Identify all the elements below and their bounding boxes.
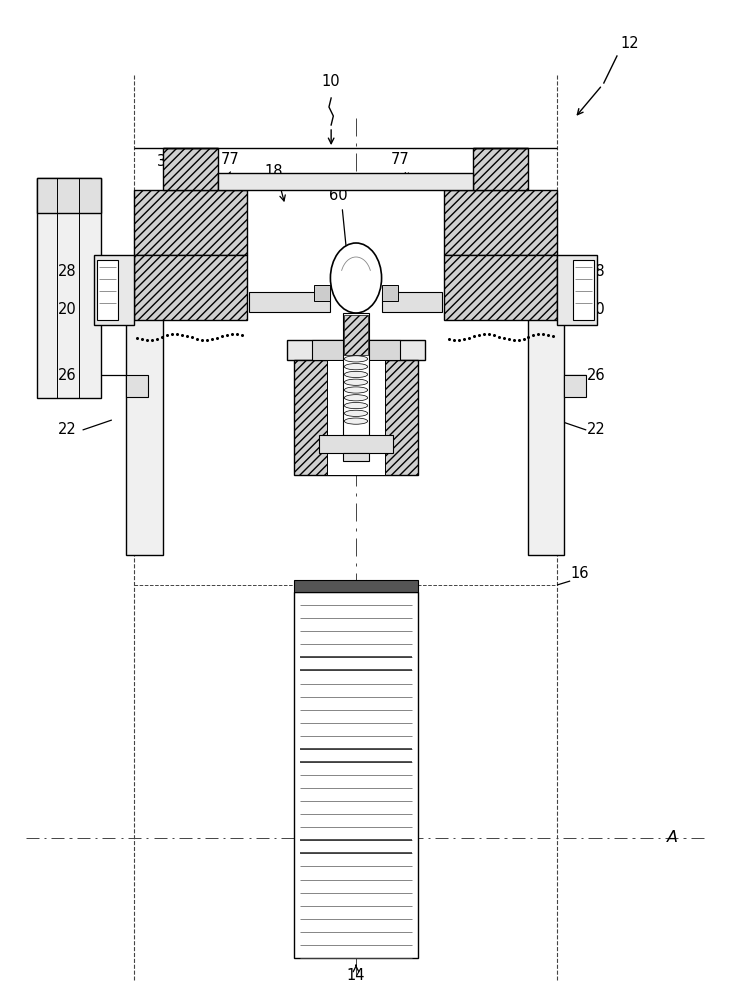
Text: 14: 14 [346, 968, 366, 982]
Bar [37, 178, 101, 398]
Bar [294, 592, 418, 958]
Bar [247, 190, 502, 360]
Bar [319, 435, 393, 453]
Bar [312, 340, 400, 360]
Text: 26: 26 [586, 367, 605, 382]
Bar [564, 375, 586, 397]
Bar [444, 190, 557, 255]
Bar [294, 360, 418, 475]
Text: 32: 32 [474, 180, 493, 196]
Ellipse shape [344, 418, 368, 424]
Bar [37, 178, 101, 213]
Ellipse shape [344, 379, 368, 385]
Ellipse shape [344, 410, 368, 416]
Text: 28: 28 [586, 264, 605, 279]
Bar [249, 292, 330, 312]
Bar [473, 148, 528, 190]
Bar [344, 315, 368, 355]
Ellipse shape [344, 395, 368, 401]
Bar [327, 360, 385, 475]
Text: 22: 22 [58, 422, 77, 438]
Bar [97, 260, 118, 320]
Text: 16: 16 [570, 566, 589, 580]
Text: 60: 60 [329, 188, 348, 202]
Text: 20: 20 [58, 302, 77, 318]
Ellipse shape [344, 402, 368, 409]
Text: 20: 20 [586, 302, 605, 318]
Text: A: A [667, 830, 678, 846]
Bar [163, 148, 218, 190]
Bar [444, 255, 557, 320]
Bar [94, 255, 134, 325]
Ellipse shape [344, 364, 368, 370]
Circle shape [330, 243, 382, 313]
Bar [218, 173, 473, 190]
Text: 77: 77 [391, 152, 410, 167]
Bar [126, 305, 163, 555]
Bar [528, 305, 564, 555]
Text: 10: 10 [322, 75, 341, 90]
Text: 26: 26 [58, 367, 77, 382]
Bar [382, 285, 398, 301]
Bar [134, 190, 247, 255]
Bar [343, 313, 369, 435]
Bar [287, 340, 425, 360]
Bar [557, 255, 597, 325]
Ellipse shape [344, 371, 368, 378]
Bar [343, 453, 369, 461]
Bar [382, 292, 442, 312]
Bar [573, 260, 594, 320]
Text: 28: 28 [58, 264, 77, 279]
Bar [247, 255, 444, 340]
Bar [126, 375, 148, 397]
Ellipse shape [344, 356, 368, 362]
Text: 77: 77 [221, 152, 240, 167]
Bar [314, 285, 330, 301]
Ellipse shape [344, 387, 368, 393]
Text: 30: 30 [157, 154, 176, 169]
Text: 22: 22 [586, 422, 605, 438]
Bar [134, 255, 247, 320]
Text: 18: 18 [265, 164, 284, 180]
Bar [294, 580, 418, 592]
Text: 12: 12 [621, 36, 640, 51]
